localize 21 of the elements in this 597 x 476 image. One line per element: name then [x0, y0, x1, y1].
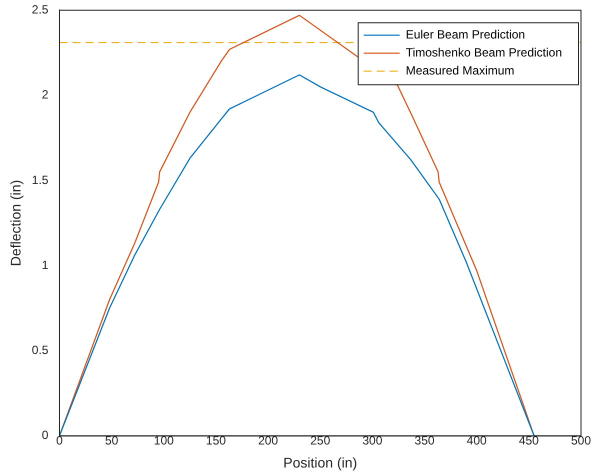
x-tick-label: 150 — [206, 433, 226, 448]
y-tick-label: 1.5 — [32, 172, 49, 187]
x-tick-label: 0 — [56, 433, 64, 448]
x-tick-label: 400 — [466, 433, 488, 448]
x-tick-label: 500 — [570, 433, 592, 448]
legend-label: Measured Maximum — [406, 64, 514, 78]
y-axis-title: Deflection (in) — [7, 180, 24, 266]
y-tick-label: 1 — [42, 258, 49, 272]
y-tick-label: 0.5 — [32, 342, 49, 357]
x-tick-label: 250 — [310, 433, 331, 448]
x-tick-label: 450 — [518, 433, 540, 448]
legend-label: Timoshenko Beam Prediction — [406, 46, 562, 60]
y-tick-label: 2.5 — [32, 2, 49, 17]
x-tick-label: 100 — [154, 433, 174, 448]
y-tick-label: 2 — [42, 88, 49, 102]
legend-label: Euler Beam Prediction — [406, 28, 526, 42]
x-tick-label: 200 — [258, 433, 278, 448]
x-axis-title: Position (in) — [283, 454, 358, 470]
x-tick-label: 50 — [104, 433, 119, 448]
x-tick-label: 300 — [362, 433, 383, 448]
x-tick-label: 350 — [414, 433, 435, 448]
